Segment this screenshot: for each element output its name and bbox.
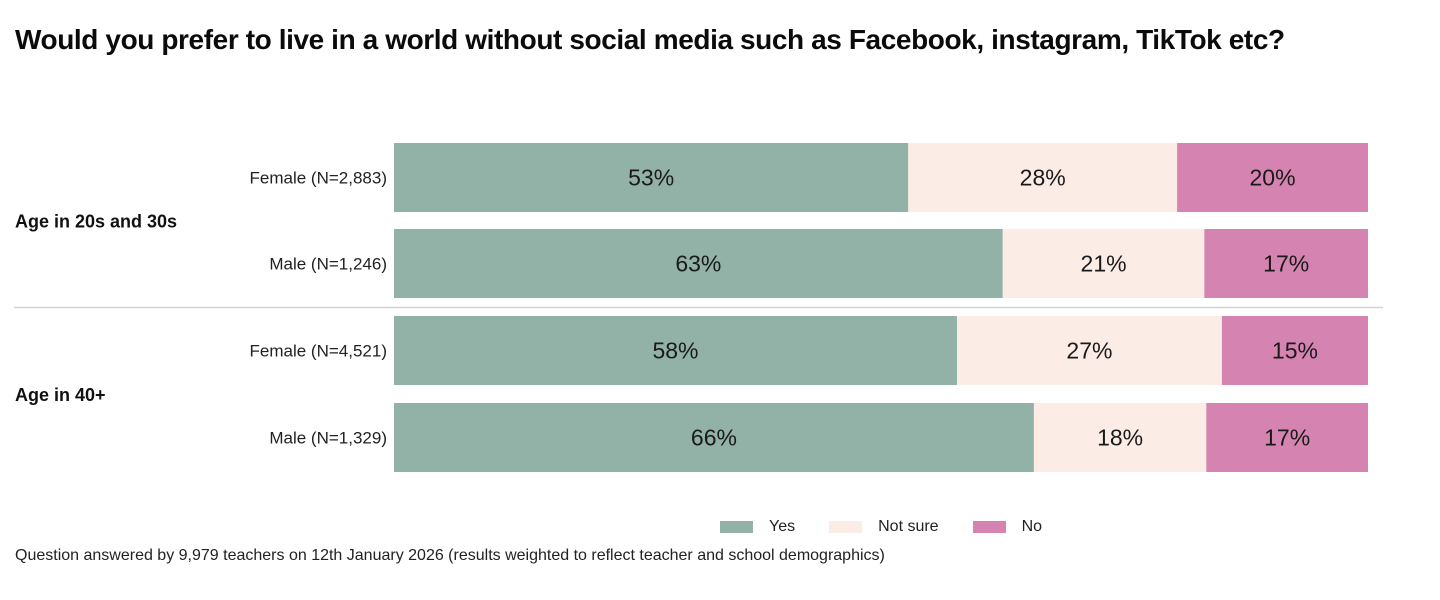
data-label: 17% (1264, 425, 1310, 451)
bar-segment-no (1221, 316, 1368, 385)
data-label: 27% (1066, 338, 1112, 364)
data-label: 58% (652, 338, 698, 364)
bar-segment-yes (394, 316, 957, 385)
bar-segment-no (1177, 143, 1368, 212)
legend-item: Not sure (829, 518, 939, 536)
bar-segment-yes (394, 403, 1034, 472)
group-label: Age in 20s and 30s (15, 212, 177, 232)
chart-title: Would you prefer to live in a world with… (15, 24, 1285, 55)
data-label: 63% (675, 251, 721, 277)
data-label: 66% (691, 425, 737, 451)
bar-segment-not-sure (956, 316, 1222, 385)
category-label: Female (N=2,883) (250, 169, 387, 188)
bar-segment-not-sure (908, 143, 1178, 212)
data-label: 17% (1263, 251, 1309, 277)
bar-segment-no (1204, 229, 1368, 298)
legend-item: No (972, 518, 1043, 536)
bar-segment-no (1206, 403, 1368, 472)
legend-swatch (829, 521, 863, 533)
legend-label: Yes (769, 518, 796, 535)
bar-segment-yes (394, 229, 1003, 298)
data-label: 53% (628, 165, 674, 191)
category-label: Female (N=4,521) (250, 342, 387, 361)
legend-swatch (972, 521, 1006, 533)
data-label: 15% (1272, 338, 1318, 364)
data-label: 28% (1020, 165, 1066, 191)
data-label: 18% (1097, 425, 1143, 451)
group-label: Age in 40+ (15, 385, 106, 405)
category-label: Male (N=1,329) (269, 429, 387, 448)
legend-swatch (720, 521, 753, 533)
data-label: 20% (1250, 165, 1296, 191)
data-label: 21% (1081, 251, 1127, 277)
category-label: Male (N=1,246) (269, 255, 387, 274)
legend-item: Yes (720, 518, 795, 536)
bar-segment-yes (394, 143, 909, 212)
legend-label: No (1021, 518, 1043, 535)
bar-segment-not-sure (1033, 403, 1207, 472)
legend-label: Not sure (878, 518, 939, 535)
footnote: Question answered by 9,979 teachers on 1… (15, 547, 885, 564)
legend: Yes Not sure No (720, 518, 1076, 536)
bar-segment-not-sure (1002, 229, 1205, 298)
